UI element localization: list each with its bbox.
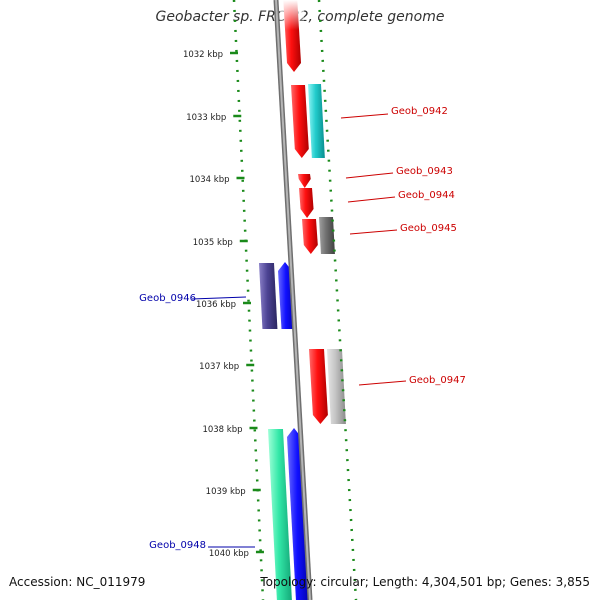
gene-bar-geob-0945-gray[interactable]: [319, 217, 335, 254]
gene-callout-line: [191, 296, 247, 300]
gene-bar-geob-0948-teal[interactable]: [268, 429, 292, 600]
kbp-tick-label: 1034 kbp: [189, 175, 229, 185]
gene-bar-geob-0944[interactable]: [299, 188, 314, 218]
gene-callout-line: [340, 113, 389, 119]
kbp-tick-label: 1035 kbp: [193, 238, 233, 248]
gene-bar-geob-0946-navy[interactable]: [259, 263, 278, 329]
gene-bar-geob-0942-cyan[interactable]: [308, 84, 325, 158]
kbp-tick-label: 1038 kbp: [202, 425, 242, 435]
gene-callout-line: [358, 380, 407, 386]
gene-label[interactable]: Geob_0944: [398, 190, 455, 201]
gene-label[interactable]: Geob_0942: [391, 106, 448, 117]
gene-label[interactable]: Geob_0945: [400, 223, 457, 234]
gene-label[interactable]: Geob_0948: [149, 540, 206, 551]
kbp-tick-label: 1032 kbp: [183, 50, 223, 60]
kbp-tick-label: 1040 kbp: [209, 549, 249, 559]
top-fade-overlay: [280, 0, 304, 30]
gene-bar-geob-0942-red[interactable]: [291, 85, 309, 158]
gene-bar-geob-0943[interactable]: [298, 174, 311, 188]
gene-label[interactable]: Geob_0943: [396, 166, 453, 177]
gene-bar-geob-0947-red[interactable]: [309, 349, 328, 424]
kbp-tick-label: 1037 kbp: [199, 362, 239, 372]
gene-bar-geob-0948-blue[interactable]: [287, 428, 310, 600]
gene-callout-line: [345, 172, 394, 179]
gene-bar-geob-0947-gray[interactable]: [327, 349, 346, 424]
dotted-scale-right: [317, 0, 358, 600]
accession-text: Accession: NC_011979: [9, 575, 146, 589]
gene-label[interactable]: Geob_0947: [409, 375, 466, 386]
genome-summary-text: Topology: circular; Length: 4,304,501 bp…: [260, 575, 590, 589]
genome-backbone: [273, 0, 313, 600]
gene-callout-line: [349, 229, 398, 235]
kbp-tick-label: 1033 kbp: [186, 113, 226, 123]
kbp-tick-label: 1036 kbp: [196, 300, 236, 310]
kbp-tick-label: 1039 kbp: [206, 487, 246, 497]
dotted-scale-left: [232, 0, 265, 600]
gene-label[interactable]: Geob_0946: [139, 293, 196, 304]
gene-bar-geob-0945-red[interactable]: [302, 219, 318, 254]
gene-callout-line: [347, 196, 396, 203]
